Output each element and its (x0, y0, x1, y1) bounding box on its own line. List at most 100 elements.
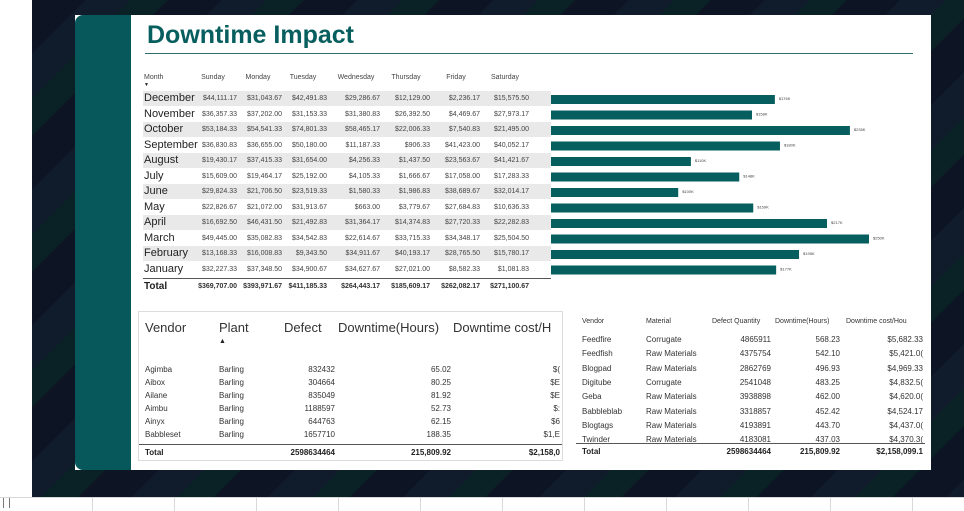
table-row[interactable]: Twinder Raw Materials 4183081 437.03 $4,370.… (576, 433, 925, 447)
matrix-cell: $21,072.00 (246, 203, 282, 211)
matrix-cell: $31,043.67 (246, 95, 282, 102)
vendor-material-table[interactable]: Vendor Material Defect Quantity Downtime(Ho… (576, 311, 925, 461)
column-header-defect[interactable]: Defect (284, 320, 322, 335)
matrix-row[interactable]: April $16,692.50 $46,431.50 $21,492.83 $31,3… (143, 215, 551, 230)
qty-cell: 3318857 (739, 406, 771, 416)
bar-september[interactable] (551, 141, 780, 151)
table-row[interactable]: Geba Raw Materials 3938898 462.00 $4,620.0( (576, 390, 925, 404)
column-header-vendor[interactable]: Vendor (582, 318, 605, 325)
column-header-vendor[interactable]: Vendor (145, 320, 187, 335)
matrix-row[interactable]: May $22,826.67 $21,072.00 $31,913.67 $663.00… (143, 200, 551, 215)
bar-data-label: $110K (695, 158, 707, 163)
matrix-cell: $22,614.67 (344, 234, 380, 242)
vendor-cell: Aibox (145, 378, 166, 387)
matrix-row[interactable]: October $53,184.33 $54,541.33 $74,801.33 $58… (143, 122, 551, 137)
matrix-column-header[interactable]: Friday (446, 74, 466, 81)
vendor-plant-table[interactable]: Vendor Plant Defect Downtime(Hours) Downtime… (138, 311, 563, 461)
cost-cell: $4,620.0( (889, 392, 923, 402)
matrix-column-header[interactable]: Thursday (391, 74, 421, 81)
matrix-column-header[interactable]: Sunday (201, 74, 225, 81)
matrix-column-header[interactable]: Wednesday (337, 74, 375, 81)
bar-july[interactable] (551, 172, 740, 182)
column-header-plant[interactable]: Plant (219, 320, 249, 335)
matrix-row[interactable]: August $19,430.17 $37,415.33 $31,654.00 $4,2… (143, 153, 551, 168)
matrix-row[interactable]: December $44,111.17 $31,043.67 $42,491.83 $2… (143, 91, 551, 106)
hours-cell: 568.23 (815, 335, 840, 344)
bar-december[interactable] (551, 95, 775, 104)
bar-may[interactable] (551, 203, 754, 213)
matrix-cell: $25,504.50 (493, 234, 529, 242)
monthly-cost-bar-chart[interactable]: $176K $158K $235K $180K $110K $148K $100K $159K… (551, 95, 921, 285)
grid-line (912, 498, 913, 511)
matrix-column-header[interactable]: Saturday (490, 74, 520, 81)
bar-march[interactable] (551, 234, 869, 244)
column-header-downtime-cost-hou[interactable]: Downtime cost/Hou (846, 318, 907, 325)
grid-line (748, 498, 749, 511)
matrix-row[interactable]: September $36,830.83 $36,655.00 $50,180.00 $… (143, 138, 551, 153)
column-header-downtime-cost-h[interactable]: Downtime cost/H (453, 320, 552, 335)
plant-cell: Barling (219, 417, 244, 426)
defect-cell: 832432 (308, 365, 335, 374)
matrix-cell: $31,153.33 (291, 110, 327, 118)
vendor-cell: Digitube (582, 377, 612, 387)
bar-data-label: $159K (757, 205, 769, 210)
matrix-cell: $41,421.67 (493, 157, 529, 164)
bar-february[interactable] (551, 250, 800, 259)
defect-cell: 304664 (308, 378, 335, 387)
table-row[interactable]: Babbleset Barling 1657710 188.35 $1,E (139, 428, 562, 441)
bar-january[interactable] (551, 265, 777, 275)
table-row[interactable]: Ainyx Barling 644763 62.15 $6 (139, 415, 562, 428)
matrix-row[interactable]: June $29,824.33 $21,706.50 $23,519.33 $1,580… (143, 184, 551, 199)
sort-desc-icon[interactable]: ▼ (144, 82, 149, 88)
matrix-cell: $25,192.00 (291, 172, 327, 180)
matrix-cell: $22,826.67 (201, 203, 237, 211)
matrix-row[interactable]: February $13,168.33 $16,008.83 $9,343.50 $34… (143, 246, 551, 261)
table-row[interactable]: Feedfire Corrugate 4865911 568.23 $5,682.33 (576, 333, 925, 347)
table-row[interactable]: Blogtags Raw Materials 4193891 443.70 $4,437… (576, 419, 925, 433)
grid-line (420, 498, 421, 511)
column-header-downtime-hours-[interactable]: Downtime(Hours) (338, 320, 440, 335)
bar-november[interactable] (551, 110, 752, 120)
hours-cell: 52.73 (430, 404, 451, 413)
bar-august[interactable] (551, 157, 691, 166)
table-total-row: Total 2598634464 215,809.92 $2,158,099.1 (576, 443, 925, 461)
column-header-material[interactable]: Material (646, 318, 671, 325)
bar-april[interactable] (551, 219, 828, 228)
table-row[interactable]: Agimba Barling 832432 65.02 $( (139, 363, 562, 376)
matrix-row[interactable]: November $36,357.33 $37,202.00 $31,153.33 $3… (143, 107, 551, 122)
bar-october[interactable] (551, 126, 850, 135)
vendor-cell: Geba (582, 392, 602, 402)
matrix-row[interactable]: July $15,609.00 $19,464.17 $25,192.00 $4,105… (143, 169, 551, 184)
matrix-cell: $906.33 (404, 141, 430, 149)
cost-cell: $E (550, 391, 560, 400)
matrix-row-header[interactable]: Month (144, 74, 164, 81)
total-label: Total (582, 447, 601, 456)
defect-cell: 835049 (308, 391, 335, 400)
table-row[interactable]: Ailane Barling 835049 81.92 $E (139, 389, 562, 402)
table-row[interactable]: Aibox Barling 304664 80.25 $E (139, 376, 562, 389)
vendor-cell: Babbleset (145, 430, 181, 439)
matrix-row[interactable]: March $49,445.00 $35,082.83 $34,542.83 $22,6… (143, 231, 551, 246)
plant-cell: Barling (219, 430, 244, 439)
column-header-downtime-hours-[interactable]: Downtime(Hours) (775, 318, 830, 325)
matrix-cell: $15,575.50 (493, 95, 529, 102)
matrix-cell: $27,720.33 (444, 219, 480, 226)
matrix-cell: $26,392.50 (394, 110, 430, 118)
matrix-cell: $54,541.33 (246, 126, 282, 133)
sort-asc-icon[interactable]: ▲ (219, 338, 226, 345)
matrix-cell: $2,236.17 (448, 95, 480, 102)
matrix-column-header[interactable]: Monday (245, 74, 271, 81)
table-row[interactable]: Digitube Corrugate 2541048 483.25 $4,832.5( (576, 376, 925, 390)
hours-cell: 65.02 (430, 365, 451, 374)
defect-cell: 1657710 (303, 430, 335, 439)
matrix-cell: $9,343.50 (295, 250, 327, 257)
column-header-defect-quantity[interactable]: Defect Quantity (712, 318, 761, 325)
table-row[interactable]: Babbleblab Raw Materials 3318857 452.42 $4,5… (576, 405, 925, 419)
matrix-cell: $32,227.33 (201, 265, 237, 273)
matrix-column-header[interactable]: Tuesday (289, 74, 317, 81)
table-row[interactable]: Blogpad Raw Materials 2862769 496.93 $4,969.… (576, 362, 925, 376)
bar-june[interactable] (551, 188, 679, 197)
matrix-row[interactable]: January $32,227.33 $37,348.50 $34,900.67 $34… (143, 262, 551, 277)
table-row[interactable]: Feedfish Raw Materials 4375754 542.10 $5,421… (576, 347, 925, 361)
table-row[interactable]: Aimbu Barling 1188597 52.73 $: (139, 402, 562, 415)
